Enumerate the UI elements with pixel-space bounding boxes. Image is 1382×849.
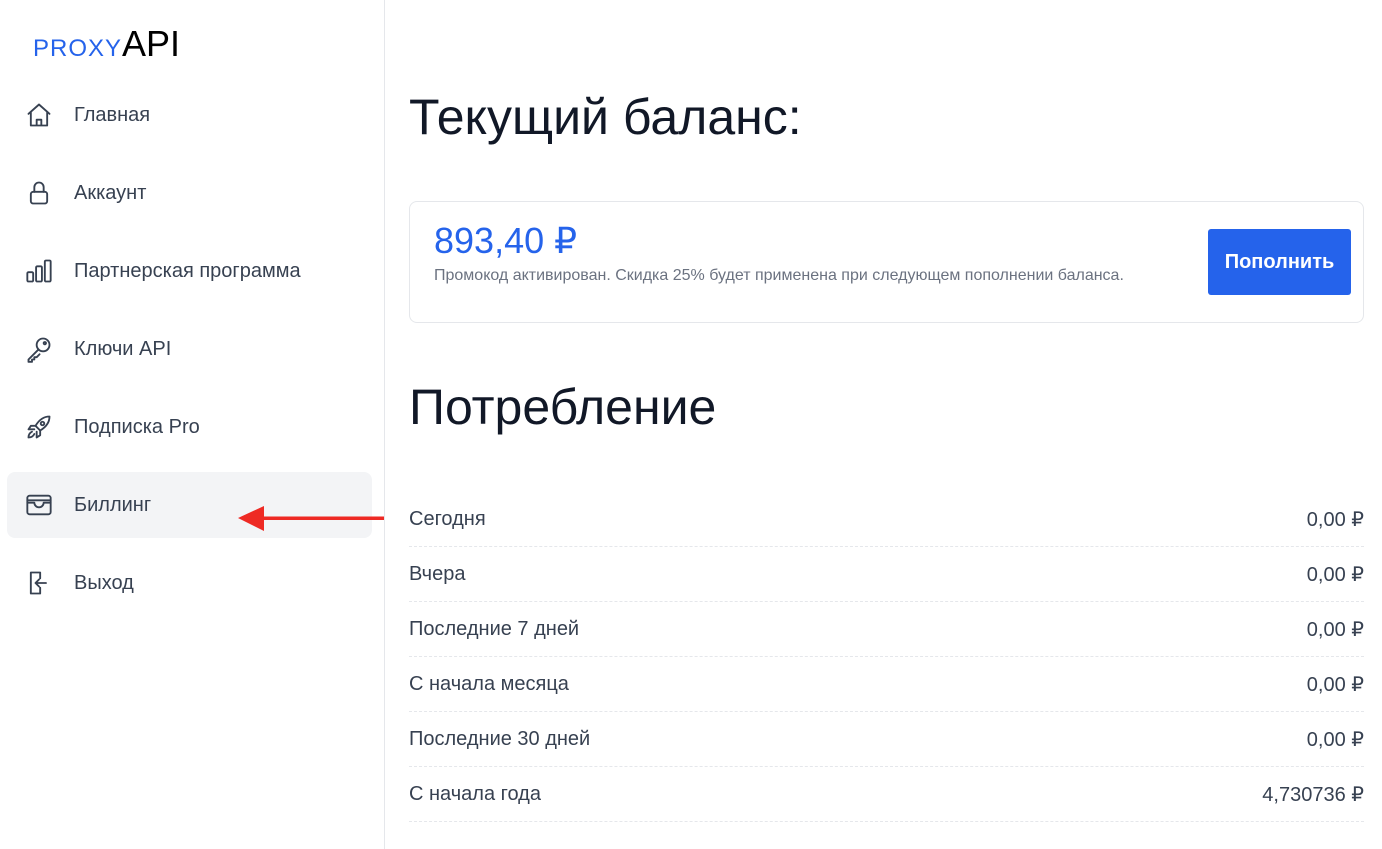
sidebar-item-partner[interactable]: Партнерская программа (7, 238, 372, 304)
usage-row: Последние 30 дней 0,00 ₽ (409, 712, 1364, 767)
balance-amount: 893,40 ₽ (434, 220, 578, 261)
chart-bars-icon (26, 259, 52, 283)
usage-row: Вчера 0,00 ₽ (409, 547, 1364, 602)
wallet-icon (26, 494, 52, 516)
rocket-icon (27, 415, 51, 439)
usage-title: Потребление (409, 379, 717, 435)
sidebar-item-home[interactable]: Главная (7, 82, 372, 148)
usage-row: Последние 7 дней 0,00 ₽ (409, 602, 1364, 657)
usage-row: Сегодня 0,00 ₽ (409, 492, 1364, 547)
usage-list: Сегодня 0,00 ₽ Вчера 0,00 ₽ Последние 7 дн… (409, 492, 1364, 822)
topup-button[interactable]: Пополнить (1208, 229, 1351, 295)
sidebar-item-account[interactable]: Аккаунт (7, 160, 372, 226)
usage-row: С начала месяца 0,00 ₽ (409, 657, 1364, 712)
sidebar-nav: Главная Аккаунт Партнерская программа Кл… (7, 82, 372, 628)
balance-card: 893,40 ₽ Промокод активирован. Скидка 25… (409, 201, 1364, 323)
sidebar-item-api-keys[interactable]: Ключи API (7, 316, 372, 382)
logo[interactable]: PROXYAPI (33, 23, 181, 64)
key-icon (27, 337, 51, 363)
balance-title: Текущий баланс: (409, 89, 802, 145)
logout-icon (29, 571, 47, 595)
promo-note: Промокод активирован. Скидка 25% будет п… (434, 267, 1124, 284)
lock-icon (29, 181, 49, 205)
sidebar-item-logout[interactable]: Выход (7, 550, 372, 616)
usage-row: С начала года 4,730736 ₽ (409, 767, 1364, 822)
sidebar-item-subscription[interactable]: Подписка Pro (7, 394, 372, 460)
home-icon (27, 103, 51, 127)
sidebar: PROXYAPI Главная Аккаунт Партнерская про… (0, 0, 385, 849)
red-arrow-annotation (238, 506, 384, 531)
sidebar-item-billing[interactable]: Биллинг (7, 472, 372, 538)
